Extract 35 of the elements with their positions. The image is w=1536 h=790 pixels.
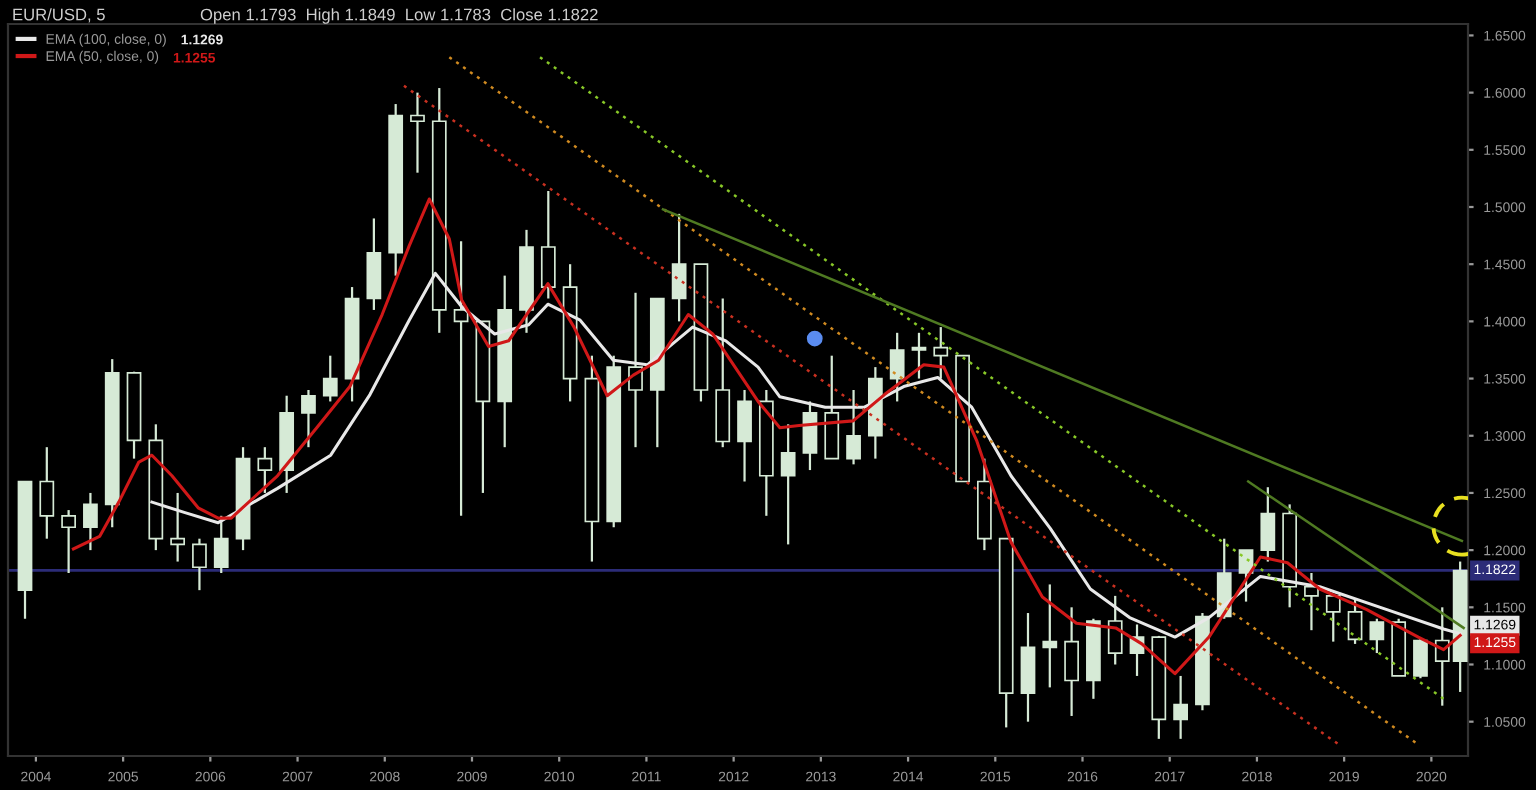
chart-subtitle: Open 1.1793 High 1.1849 Low 1.1783 Close 1.1822 bbox=[200, 8, 598, 24]
candlestick bbox=[410, 91, 425, 174]
candlestick bbox=[1042, 583, 1058, 689]
candlestick bbox=[1347, 598, 1363, 646]
candlestick bbox=[1325, 594, 1341, 643]
candlestick bbox=[1064, 606, 1079, 718]
candlestick bbox=[737, 388, 752, 483]
candlestick bbox=[61, 508, 76, 575]
candlestick bbox=[39, 446, 55, 540]
candlestick bbox=[846, 388, 861, 466]
candlestick bbox=[257, 446, 273, 495]
candlestick bbox=[1107, 594, 1123, 666]
candlestick bbox=[671, 212, 687, 323]
candlestick bbox=[933, 325, 949, 380]
chart-title: EUR/USD, 5 bbox=[13, 8, 105, 23]
candlestick bbox=[1173, 674, 1188, 740]
candlestick bbox=[1369, 617, 1385, 655]
candlestick bbox=[780, 423, 796, 546]
candlestick bbox=[824, 354, 840, 460]
candlestick bbox=[213, 514, 229, 575]
candlestick bbox=[322, 354, 338, 403]
candlestick bbox=[1413, 637, 1428, 680]
candlestick bbox=[192, 537, 207, 592]
candlestick bbox=[1020, 611, 1036, 723]
line-series bbox=[71, 197, 1462, 676]
candlestick bbox=[911, 331, 927, 380]
candlestick bbox=[366, 217, 382, 312]
candlestick bbox=[1304, 571, 1319, 632]
candlestick bbox=[540, 189, 556, 300]
line-series bbox=[150, 271, 1462, 639]
candlestick bbox=[889, 331, 905, 403]
candlestick bbox=[83, 491, 98, 552]
candlestick bbox=[1260, 486, 1276, 563]
candlestick bbox=[170, 491, 186, 563]
candlestick bbox=[301, 388, 316, 449]
